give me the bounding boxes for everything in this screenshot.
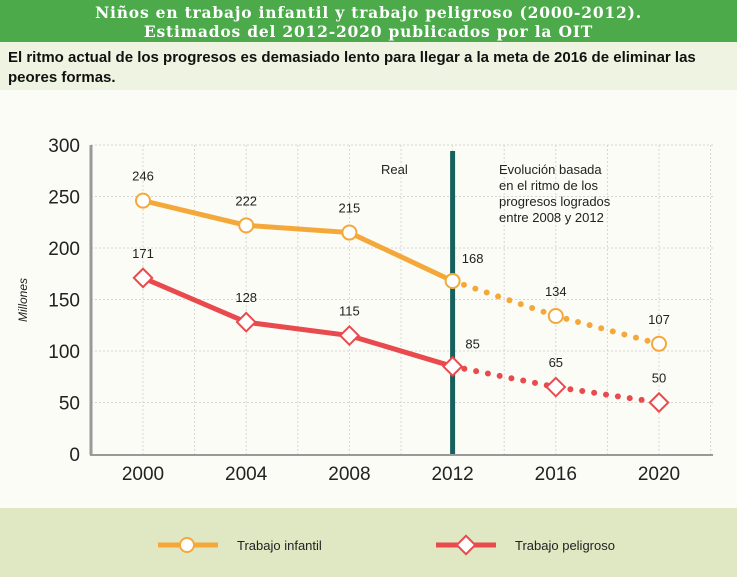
data-point-diamond	[132, 267, 154, 289]
y-tick-label: 0	[69, 445, 80, 466]
data-point-circle	[238, 217, 255, 234]
chart-subtitle: El ritmo actual de los progresos es dema…	[0, 42, 737, 90]
data-label: 65	[549, 355, 563, 370]
data-label: 222	[235, 193, 257, 208]
data-label: 215	[339, 201, 361, 216]
x-tick-label: 2012	[431, 464, 473, 485]
x-tick-label: 2008	[328, 464, 370, 485]
legend	[0, 508, 737, 577]
y-axis-label: Millones	[16, 278, 30, 322]
data-point-circle	[444, 272, 461, 289]
x-tick-label: 2000	[122, 464, 164, 485]
data-point-circle	[135, 192, 151, 209]
data-point-diamond	[338, 324, 361, 347]
chart-title: Niños en trabajo infantil y trabajo peli…	[0, 0, 737, 42]
series-line-0	[142, 198, 454, 284]
y-tick-label: 100	[48, 342, 80, 363]
legend-label-trabajo-peligroso: Trabajo peligroso	[515, 538, 615, 553]
data-point-diamond	[441, 355, 464, 378]
annotation-projection: progresos logrados	[499, 194, 611, 209]
y-tick-label: 50	[59, 394, 80, 415]
data-point-circle	[341, 224, 358, 241]
annotation-real: Real	[381, 162, 408, 177]
title-line-1: Niños en trabajo infantil y trabajo peli…	[95, 3, 642, 22]
annotation-projection: Evolución basada	[499, 162, 602, 177]
data-point-circle	[651, 335, 667, 352]
data-label: 128	[235, 290, 257, 305]
y-tick-label: 200	[48, 239, 80, 260]
x-tick-label: 2020	[638, 464, 680, 485]
data-label: 115	[339, 304, 360, 319]
data-point-diamond	[235, 311, 257, 333]
data-label: 85	[465, 336, 479, 351]
x-tick-label: 2016	[535, 464, 577, 485]
data-label: 50	[652, 371, 666, 386]
data-label: 246	[132, 169, 154, 184]
annotation-projection: en el ritmo de los	[499, 178, 598, 193]
y-tick-label: 250	[48, 188, 80, 209]
data-label: 171	[132, 246, 154, 261]
legend-marker-diamond	[455, 534, 477, 556]
x-tick-label: 2004	[225, 464, 268, 485]
data-point-diamond	[545, 376, 567, 398]
series-line-1	[142, 275, 454, 369]
data-label: 107	[648, 312, 670, 327]
legend-marker-circle	[179, 537, 195, 553]
data-label: 134	[545, 284, 567, 299]
annotation-projection: entre 2008 y 2012	[499, 210, 604, 225]
legend-label-trabajo-infantil: Trabajo infantil	[237, 538, 322, 553]
data-label: 168	[462, 251, 484, 266]
data-point-circle	[547, 307, 564, 324]
data-point-diamond	[648, 391, 670, 414]
y-tick-label: 150	[48, 291, 80, 312]
y-tick-label: 300	[48, 136, 80, 157]
title-line-2: Estimados del 2012-2020 publicados por l…	[143, 22, 594, 41]
